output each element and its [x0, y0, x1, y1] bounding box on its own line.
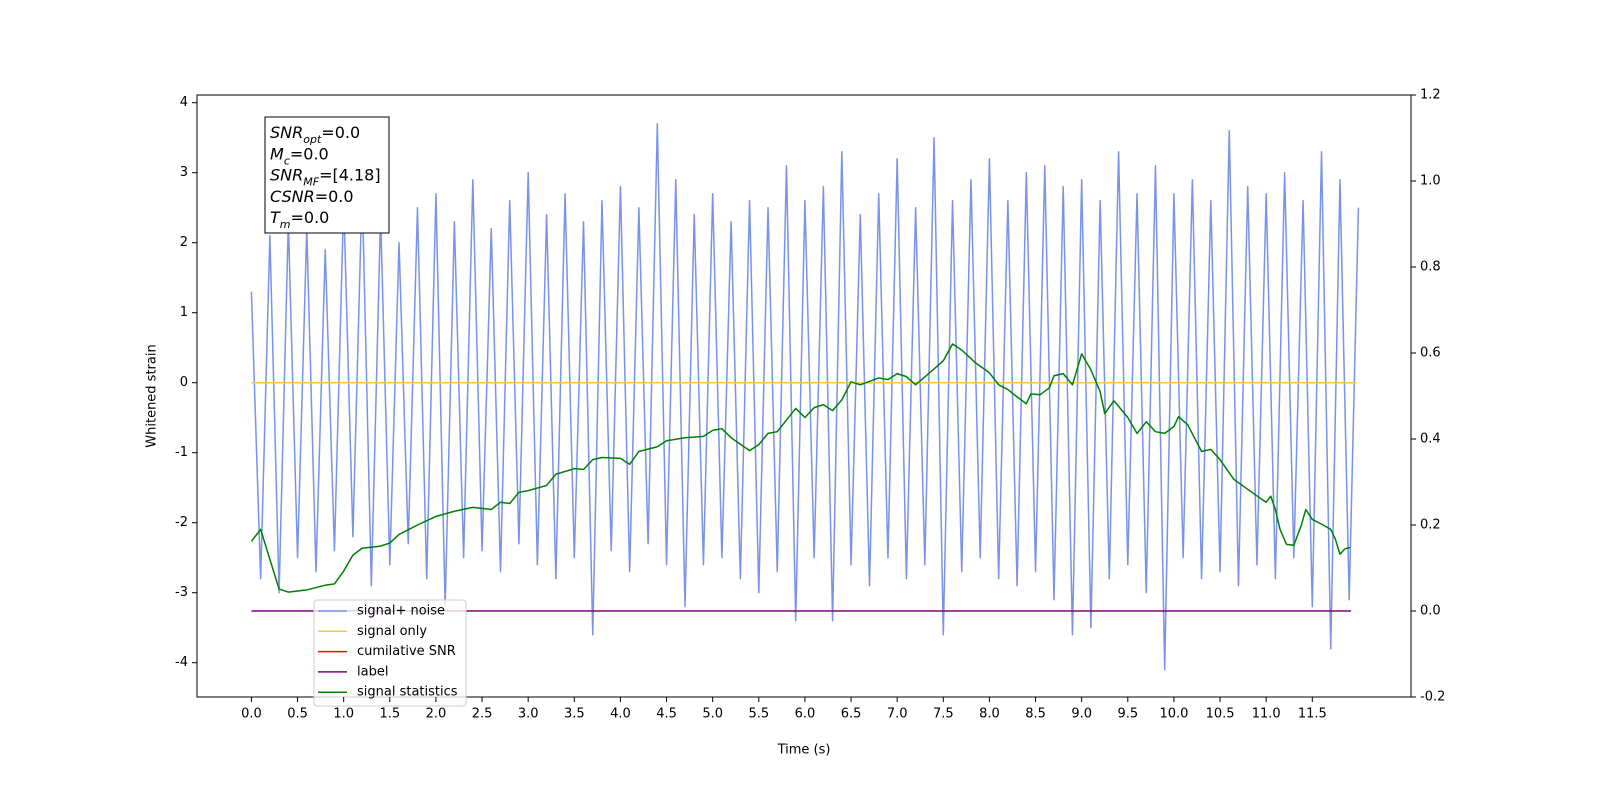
annotation-value: =0.0 — [321, 123, 360, 142]
annotation-text: Mc=0.0 — [270, 144, 329, 167]
x-axis-label: Time (s) — [777, 743, 831, 758]
y2-tick-label: 0.0 — [1420, 604, 1441, 619]
x-tick-label: 2.0 — [426, 707, 447, 722]
y-tick-label: 4 — [180, 95, 188, 110]
annotation-value: =0.0 — [290, 144, 329, 163]
series-line — [250, 122, 1360, 671]
annotation-text: SNRopt=0.0 — [270, 123, 360, 146]
legend-label: label — [357, 664, 388, 679]
x-tick-label: 9.0 — [1071, 707, 1092, 722]
y-tick-label: -1 — [175, 445, 188, 460]
y-tick-label: 2 — [180, 235, 188, 250]
legend-frame — [313, 599, 467, 707]
x-tick-label: 0.0 — [241, 707, 262, 722]
x-tick-label: 5.0 — [702, 707, 723, 722]
y2-tick-label: 0.2 — [1420, 518, 1441, 533]
x-tick-label: 10.5 — [1206, 707, 1235, 722]
x-tick-label: 7.5 — [933, 707, 954, 722]
legend: signal+ noise signal only cumilative SNR la… — [313, 599, 467, 707]
annotation-subscript: c — [284, 154, 290, 167]
axes-frame — [196, 94, 1412, 698]
y2-tick-label: 0.4 — [1420, 432, 1441, 447]
annotation-subscript: opt — [303, 133, 322, 146]
annotation-symbol: M — [270, 144, 284, 163]
x-tick-label: 1.5 — [379, 707, 400, 722]
legend-label: cumilative SNR — [357, 644, 456, 659]
x-tick-label: 6.0 — [795, 707, 816, 722]
annotation-box: SNRopt=0.0Mc=0.0SNRMF=[4.18]CSNR=0.0Tm=0… — [264, 116, 390, 234]
legend-label: signal only — [357, 624, 427, 639]
annotation-text: SNRMF=[4.18] — [270, 165, 381, 188]
series-line — [250, 343, 1351, 593]
x-tick-label: 7.0 — [887, 707, 908, 722]
y2-tick-label: 1.2 — [1420, 88, 1441, 103]
annotation-value: =[4.18] — [319, 165, 381, 184]
annotation-frame — [264, 116, 390, 234]
x-tick-label: 0.5 — [287, 707, 308, 722]
x-tick-label: 3.5 — [564, 707, 585, 722]
annotation-symbol: CSNR — [270, 186, 315, 205]
annotation-value: =0.0 — [291, 208, 330, 227]
y-tick-label: -4 — [175, 655, 188, 670]
x-tick-label: 4.5 — [656, 707, 677, 722]
y2-tick-label: 0.6 — [1420, 346, 1441, 361]
x-tick-label: 2.5 — [472, 707, 493, 722]
y2-tick-label: 0.8 — [1420, 260, 1441, 275]
x-tick-label: 8.0 — [979, 707, 1000, 722]
legend-label: signal+ noise — [357, 604, 445, 619]
x-tick-label: 9.5 — [1117, 707, 1138, 722]
y2-tick-label: 1.0 — [1420, 174, 1441, 189]
y-tick-label: 3 — [180, 165, 188, 180]
y-tick-label: 1 — [180, 305, 188, 320]
y-tick-label: -2 — [175, 515, 188, 530]
x-tick-label: 8.5 — [1025, 707, 1046, 722]
x-tick-label: 5.5 — [748, 707, 769, 722]
annotation-subscript: MF — [303, 175, 319, 188]
x-tick-label: 11.0 — [1252, 707, 1281, 722]
legend-label: signal statistics — [357, 685, 458, 700]
x-tick-label: 11.5 — [1298, 707, 1327, 722]
annotation-text: CSNR=0.0 — [270, 186, 354, 205]
annotation-text: Tm=0.0 — [270, 208, 329, 231]
y2-tick-label: -0.2 — [1420, 690, 1445, 705]
annotation-symbol: SNR — [270, 165, 303, 184]
annotation-symbol: SNR — [270, 123, 303, 142]
x-tick-label: 10.0 — [1159, 707, 1188, 722]
annotation-value: =0.0 — [315, 186, 354, 205]
y-tick-label: -3 — [175, 585, 188, 600]
annotation-subscript: m — [280, 218, 291, 231]
y-tick-label: 0 — [180, 375, 188, 390]
y-axis-label: Whitened strain — [145, 344, 160, 447]
x-tick-label: 4.0 — [610, 707, 631, 722]
annotation-symbol: T — [270, 208, 281, 227]
x-tick-label: 3.0 — [518, 707, 539, 722]
x-tick-label: 6.5 — [841, 707, 862, 722]
x-tick-label: 1.0 — [333, 707, 354, 722]
